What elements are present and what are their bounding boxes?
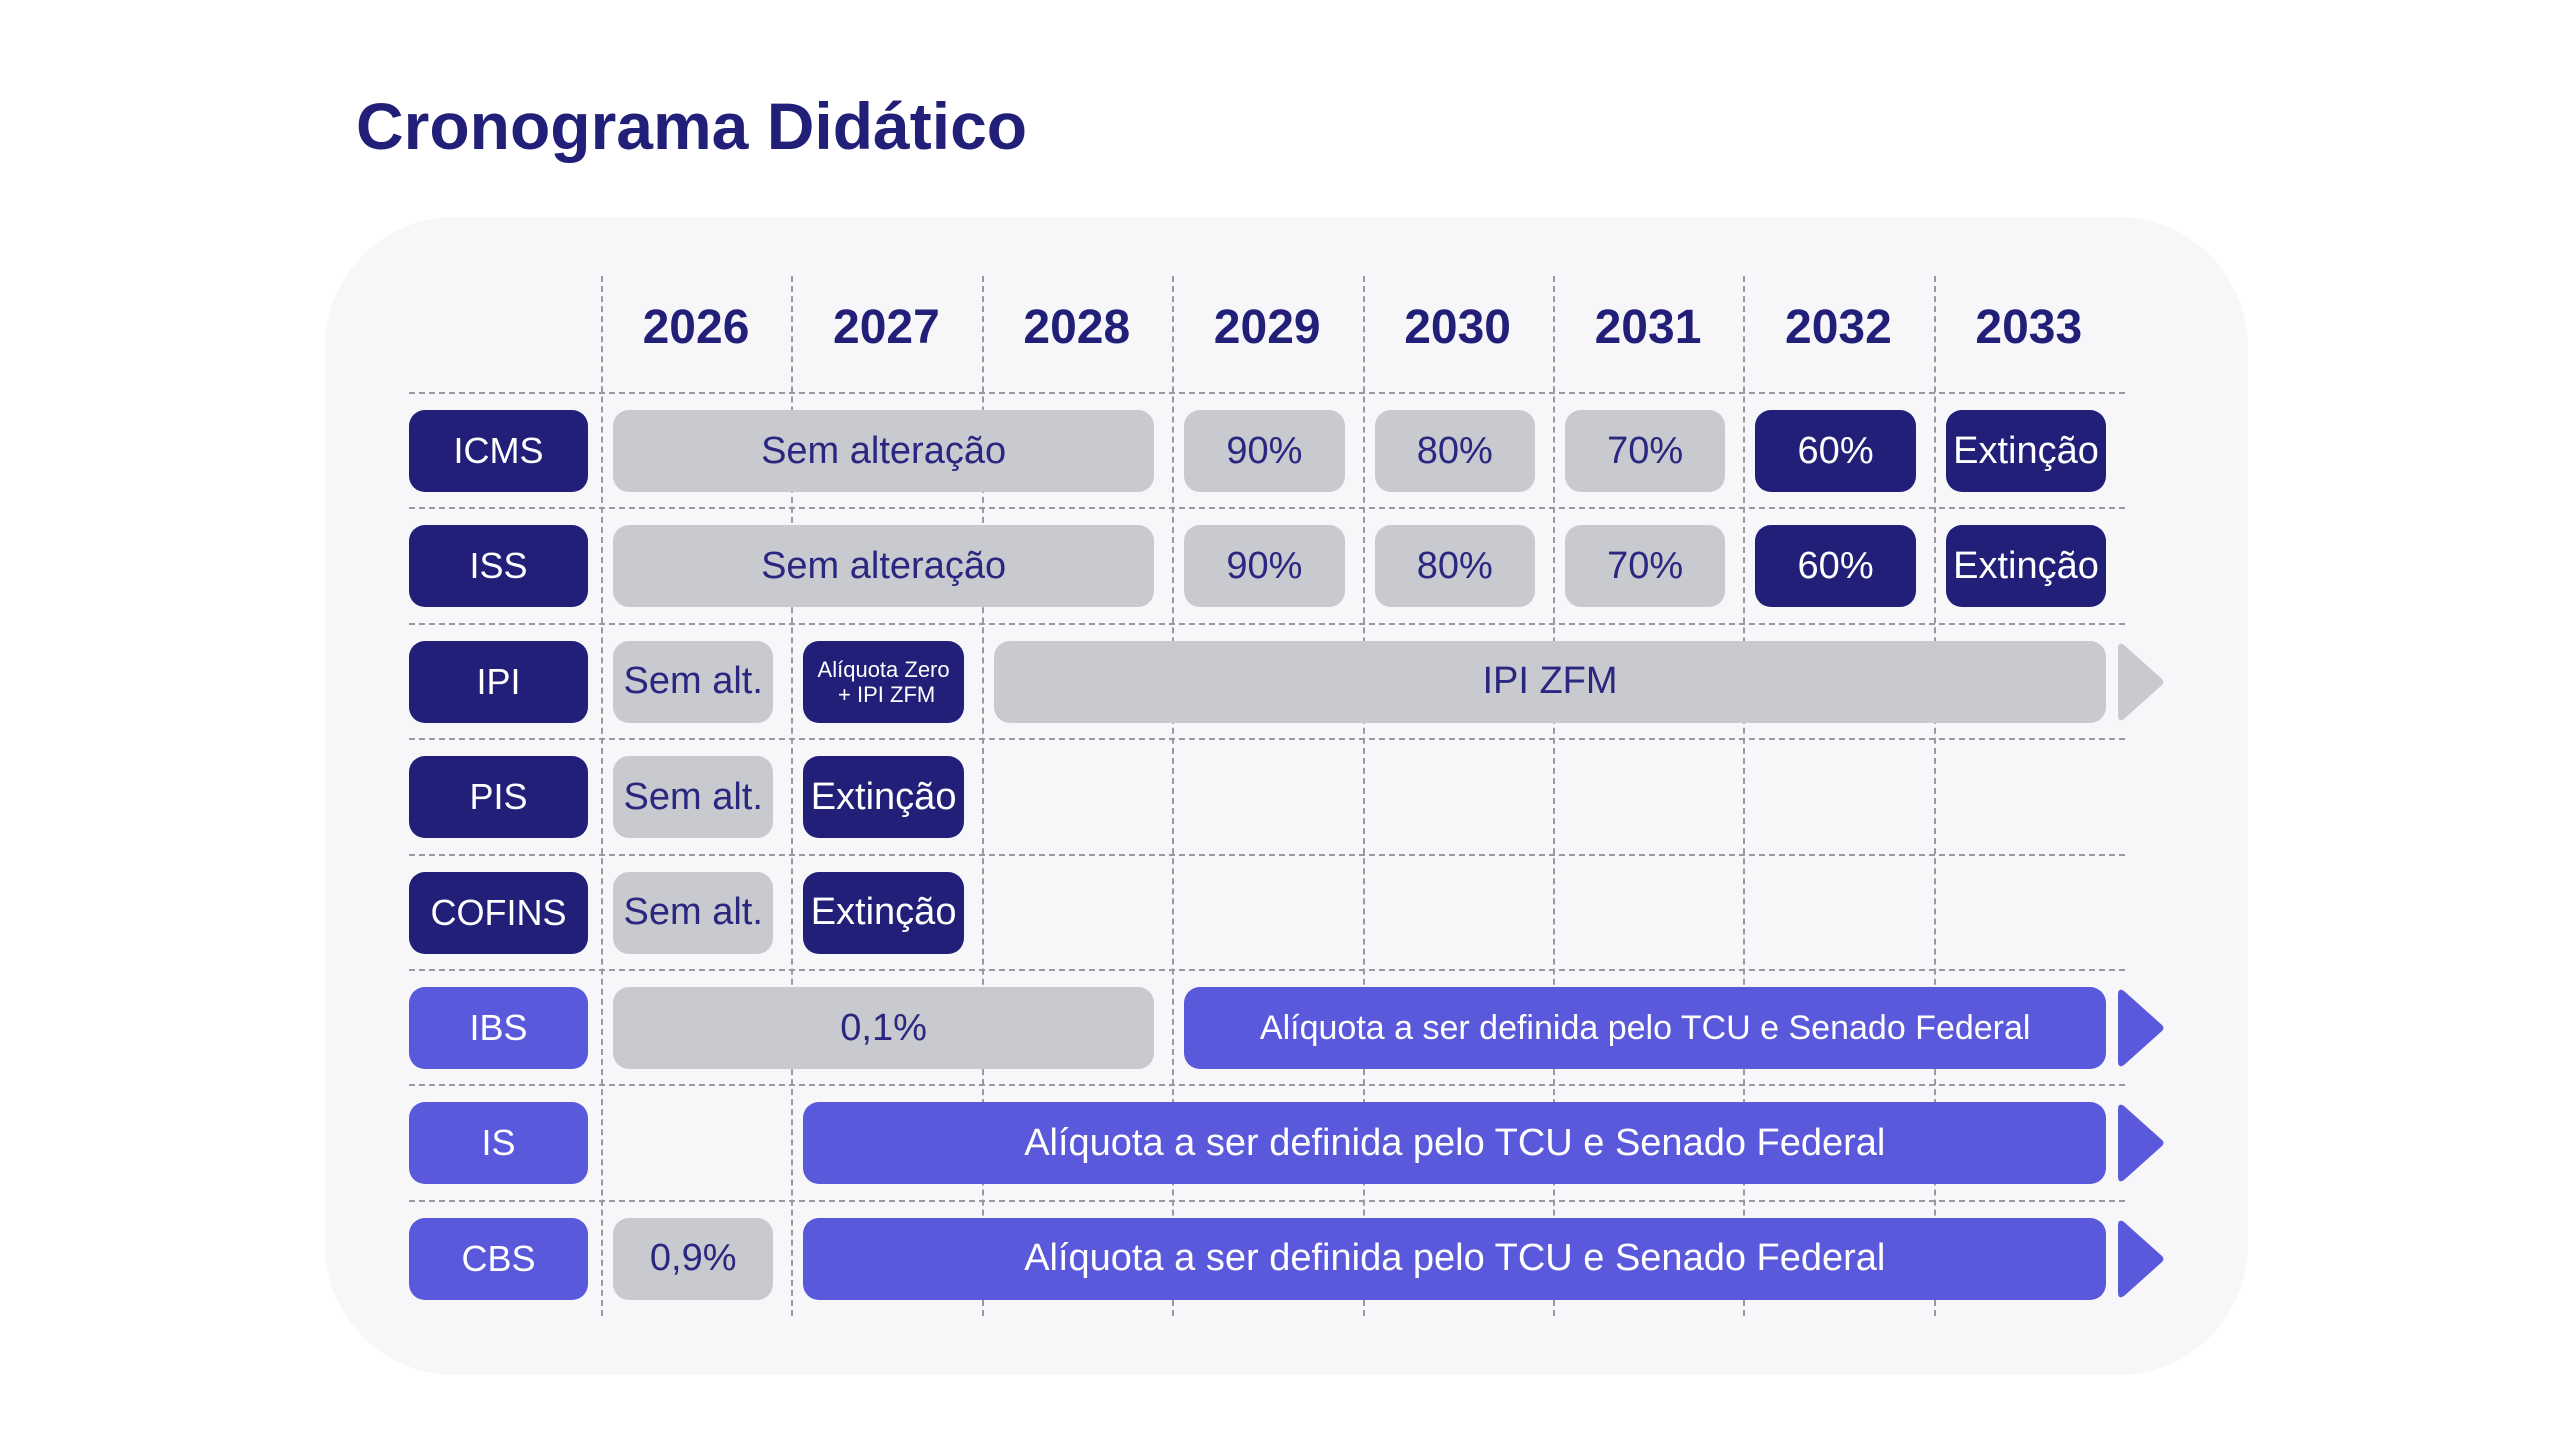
tax-label-cofins: COFINS [409, 871, 588, 954]
column-divider [981, 276, 984, 1316]
column-divider [1743, 276, 1746, 1316]
row-divider [409, 853, 2125, 856]
timeline-cell: 60% [1755, 410, 1916, 492]
timeline-cell: IPI ZFM [993, 640, 2107, 723]
timeline-cell: 90% [1184, 410, 1345, 492]
timeline-cell: 80% [1374, 410, 1535, 492]
arrow-right-icon [2114, 1102, 2166, 1184]
row-divider [409, 1199, 2125, 1202]
timeline-cell: 0,1% [613, 987, 1155, 1069]
tax-label-ibs: IBS [409, 987, 588, 1069]
timeline-cell: Extinção [1945, 410, 2107, 492]
column-divider [601, 276, 603, 1316]
tax-label-cbs: CBS [409, 1217, 588, 1300]
arrow-right-icon [2114, 1218, 2166, 1300]
row-divider [409, 392, 2125, 394]
timeline-cell: Alíquota a ser definida pelo TCU e Senad… [803, 1217, 2107, 1300]
year-header-2033: 2033 [1975, 301, 2083, 354]
tax-label-iss: ISS [409, 525, 588, 608]
column-divider [1362, 276, 1365, 1316]
timeline-cell: 90% [1184, 525, 1345, 608]
timeline-cell: Extinção [1945, 525, 2107, 608]
timeline-cell: Alíquota a ser definida pelo TCU e Senad… [803, 1102, 2107, 1185]
year-header-2032: 2032 [1785, 301, 1892, 354]
tax-label-ipi: IPI [409, 640, 588, 723]
timeline-cell: Extinção [803, 871, 964, 954]
timeline-cell: Extinção [803, 756, 964, 839]
row-divider [409, 969, 2125, 971]
timeline-cell: Sem alt. [613, 871, 774, 954]
timeline-cell: Sem alt. [613, 756, 774, 839]
timeline-cell: Sem alteração [613, 525, 1155, 608]
timeline-cell: Sem alteração [613, 410, 1155, 492]
tax-label-icms: ICMS [409, 410, 588, 492]
year-header-2026: 2026 [642, 301, 750, 354]
column-divider [1553, 276, 1555, 1316]
row-divider [409, 622, 2125, 625]
year-header-2031: 2031 [1594, 301, 1702, 354]
timeline-cell: Alíquota Zero + IPI ZFM [803, 640, 964, 723]
timeline-cell: 70% [1565, 525, 1726, 608]
year-header-2030: 2030 [1404, 301, 1511, 354]
column-divider [1172, 276, 1175, 1316]
year-header-2028: 2028 [1023, 301, 1131, 354]
row-divider [409, 1084, 2125, 1087]
tax-label-pis: PIS [409, 756, 588, 839]
timeline-cell: 0,9% [613, 1217, 774, 1300]
arrow-right-icon [2114, 641, 2166, 723]
page-title: Cronograma Didático [356, 89, 1028, 163]
timeline-cell: 70% [1565, 410, 1726, 492]
column-divider [791, 276, 794, 1316]
timeline-cell: 60% [1755, 525, 1916, 608]
tax-label-is: IS [409, 1102, 588, 1185]
year-header-2029: 2029 [1213, 301, 1321, 354]
year-header-2027: 2027 [833, 301, 940, 354]
row-divider [409, 507, 2125, 510]
arrow-right-icon [2114, 987, 2166, 1069]
timeline-cell: Sem alt. [613, 640, 774, 723]
row-divider [409, 738, 2125, 741]
timeline-cell: 80% [1374, 525, 1535, 608]
column-divider [1933, 276, 1936, 1316]
timeline-cell: Alíquota a ser definida pelo TCU e Senad… [1184, 987, 2107, 1069]
